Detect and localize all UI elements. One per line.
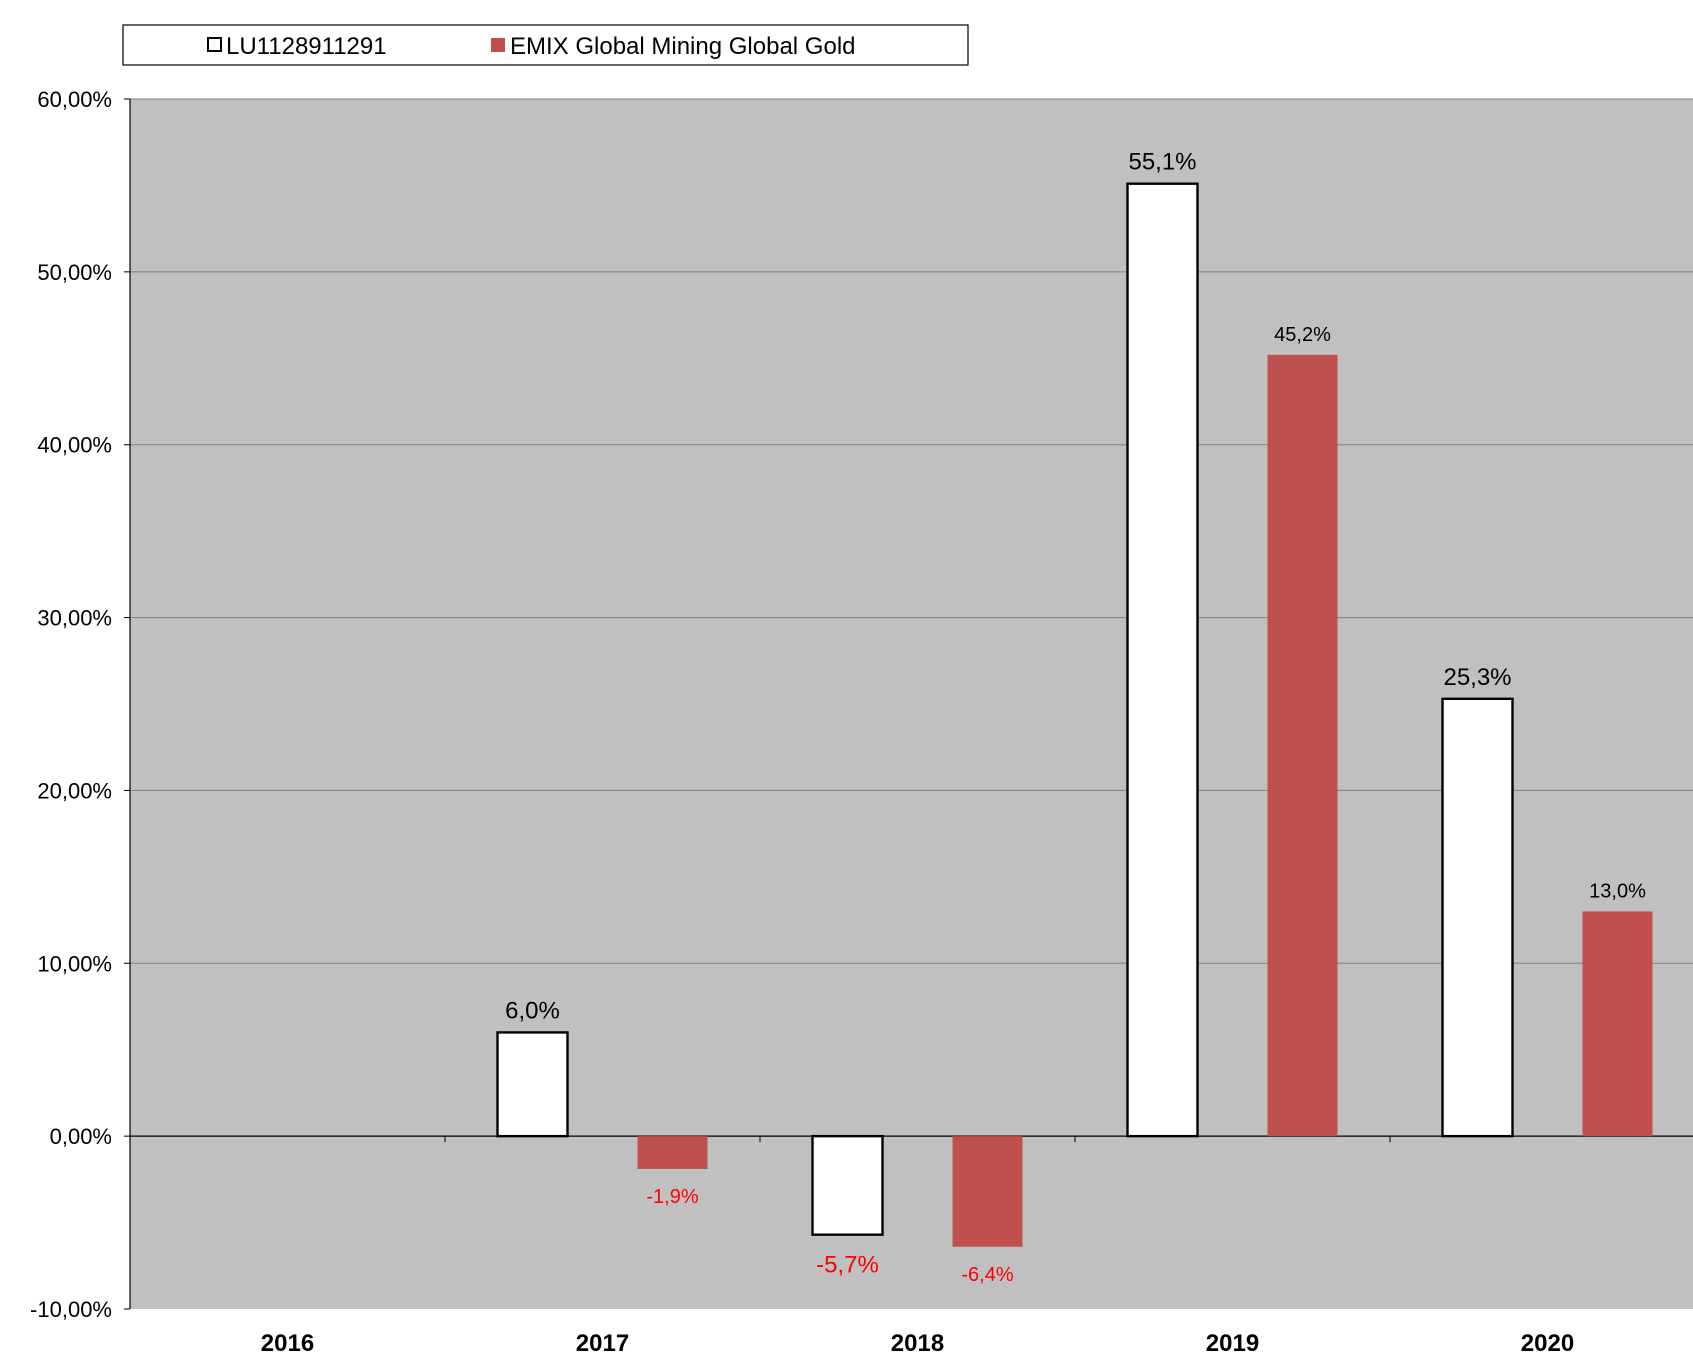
bar-series-1 bbox=[1441, 697, 1514, 1138]
plot-area: -10,00% 0,00% 10,00% 20,00% 30,00% 40,00% 50,0… bbox=[30, 87, 1693, 1353]
data-label-series-1: 55,1% bbox=[1128, 149, 1196, 176]
data-label-series-2: -6,4% bbox=[961, 1264, 1013, 1286]
bar-series-2 bbox=[637, 1136, 708, 1169]
x-category-label: 2019 bbox=[1206, 1330, 1259, 1353]
data-label-series-2: -1,9% bbox=[646, 1186, 698, 1208]
x-category-label: 2018 bbox=[891, 1330, 944, 1353]
plot-background bbox=[130, 99, 1693, 1309]
bar-series-2 bbox=[1267, 354, 1338, 1137]
legend-label-series-1: LU1128911291 bbox=[226, 33, 387, 60]
bar-series-1 bbox=[811, 1134, 884, 1236]
y-tick-label: 0,00% bbox=[50, 1124, 112, 1149]
x-category-label: 2016 bbox=[261, 1330, 314, 1353]
data-label-series-1: 25,3% bbox=[1443, 664, 1511, 691]
legend-box bbox=[122, 24, 969, 66]
x-category-label: 2017 bbox=[576, 1330, 629, 1353]
legend-label-series-2: EMIX Global Mining Global Gold bbox=[510, 33, 856, 60]
y-tick-label: -10,00% bbox=[30, 1297, 112, 1322]
y-tick-label: 40,00% bbox=[37, 433, 112, 458]
data-label-series-1: 6,0% bbox=[505, 997, 560, 1024]
bar-series-2 bbox=[952, 1136, 1023, 1247]
data-label-series-1: -5,7% bbox=[816, 1252, 879, 1279]
bar-series-2 bbox=[1582, 911, 1653, 1137]
y-tick-label: 60,00% bbox=[37, 87, 112, 112]
y-tick-label: 10,00% bbox=[37, 951, 112, 976]
legend: LU1128911291 EMIX Global Mining Global G… bbox=[122, 24, 969, 66]
bar-series-1 bbox=[496, 1031, 569, 1138]
legend-swatch-series-2 bbox=[491, 38, 505, 52]
data-label-series-2: 45,2% bbox=[1274, 324, 1331, 346]
legend-swatch-series-1 bbox=[207, 37, 222, 52]
y-tick-label: 20,00% bbox=[37, 778, 112, 803]
x-category-label: 2020 bbox=[1521, 1330, 1574, 1353]
y-tick-label: 50,00% bbox=[37, 260, 112, 285]
y-tick-label: 30,00% bbox=[37, 606, 112, 631]
bar-series-1 bbox=[1126, 182, 1199, 1138]
data-label-series-2: 13,0% bbox=[1589, 880, 1646, 902]
